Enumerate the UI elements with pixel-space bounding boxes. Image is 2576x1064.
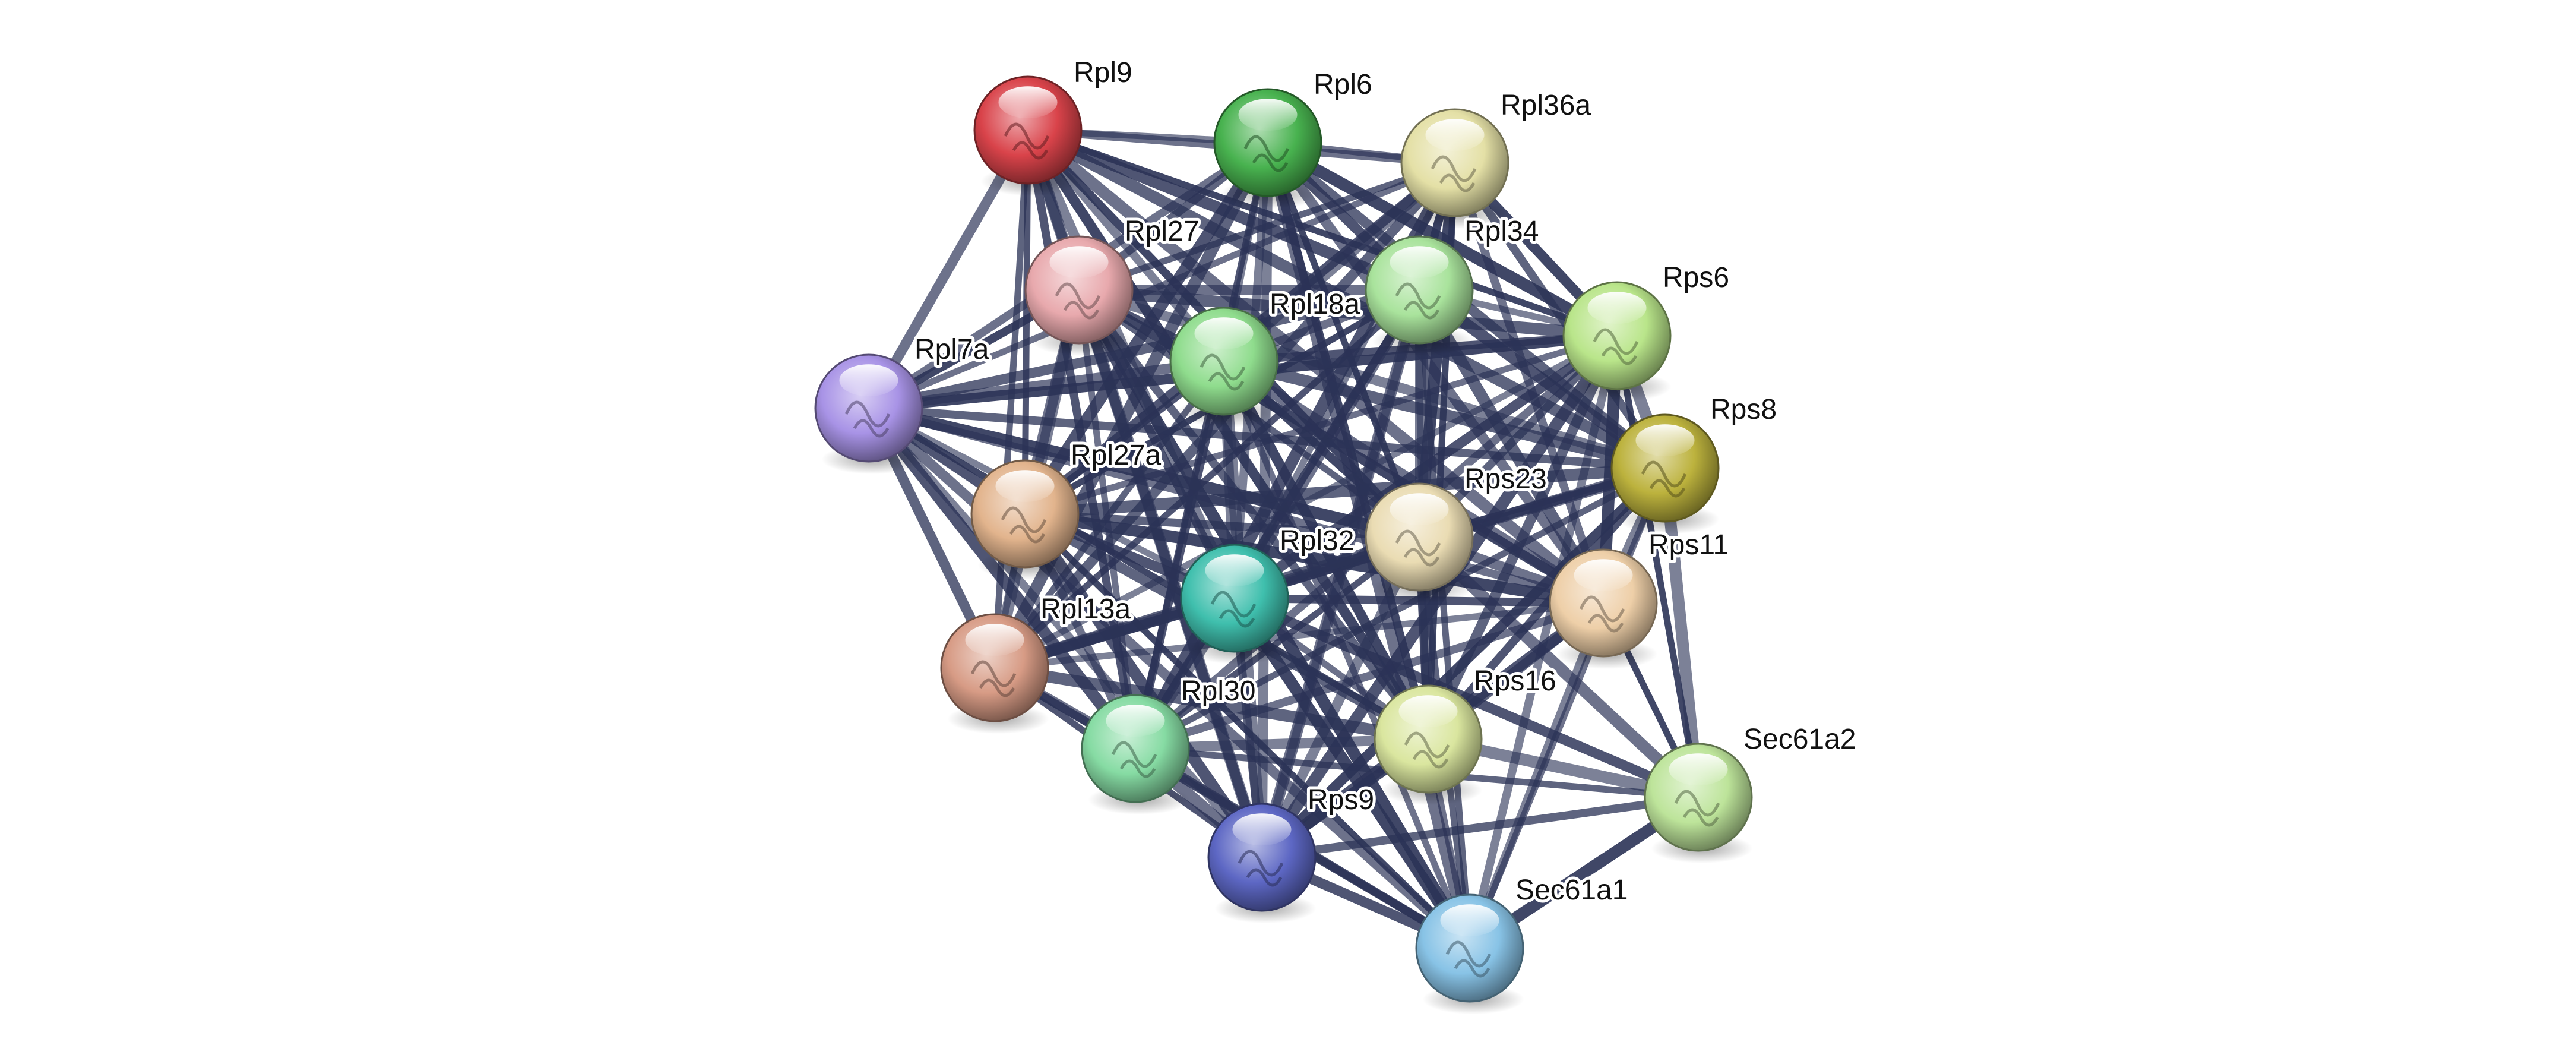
node-highlight: [1194, 317, 1254, 350]
node-rps8[interactable]: [1610, 413, 1720, 535]
node-highlight: [1574, 559, 1633, 592]
node-label-sec61a2: Sec61a2: [1743, 724, 1856, 755]
node-rpl13a[interactable]: [940, 613, 1049, 734]
structure-thumbnail-icon: [1579, 595, 1625, 633]
node-rpl36a[interactable]: [1400, 108, 1509, 229]
structure-thumbnail-icon: [1055, 282, 1101, 320]
node-rps11[interactable]: [1549, 548, 1658, 670]
structure-thumbnail-icon: [1641, 460, 1687, 498]
node-sec61a2[interactable]: [1644, 743, 1753, 864]
edge-rps8-rpl27a: [1019, 462, 1671, 520]
node-sec61a1[interactable]: [1415, 893, 1524, 1015]
node-rpl7a[interactable]: [814, 353, 923, 475]
edge-rpl18a-rps8: [1218, 355, 1671, 474]
node-label-rps6: Rps6: [1663, 262, 1729, 293]
node-rpl6[interactable]: [1213, 88, 1322, 209]
node-highlight: [1669, 753, 1728, 786]
node-label-rps16: Rps16: [1474, 665, 1556, 697]
node-label-rpl32: Rpl32: [1280, 525, 1354, 557]
node-label-sec61a1: Sec61a1: [1515, 874, 1628, 906]
edge-rpl34-rpl7a: [863, 285, 1425, 413]
node-highlight: [1232, 813, 1292, 846]
edge-rpl6-rpl13a: [989, 137, 1274, 674]
node-highlight: [1635, 424, 1695, 457]
structure-thumbnail-icon: [1674, 790, 1720, 827]
node-label-rpl6: Rpl6: [1314, 69, 1372, 100]
node-label-rpl27: Rpl27: [1125, 216, 1199, 247]
nodes-layer: [814, 75, 1753, 1015]
edge-rpl7a-sec61a1: [863, 403, 1475, 954]
labels-layer: Rpl9 Rpl6 Rpl36a Rpl27 Rpl34 Rps6 Rpl18a Rpl7a R…: [912, 54, 1859, 909]
node-label-rpl30: Rpl30: [1181, 675, 1255, 707]
edge-rpl7a-rps11: [865, 404, 1607, 607]
structure-thumbnail-icon: [1395, 282, 1441, 320]
node-label-rpl9: Rpl9: [1074, 57, 1132, 89]
edge-rpl9-rps6: [1024, 127, 1621, 339]
node-rps23[interactable]: [1365, 482, 1474, 604]
node-highlight: [839, 364, 898, 397]
structure-thumbnail-icon: [1431, 155, 1477, 192]
node-label-rpl13a: Rpl13a: [1040, 593, 1131, 625]
edge-rpl18a-sec61a1: [1220, 358, 1473, 952]
edge-rpl13a-rps16: [989, 662, 1434, 745]
node-rpl34[interactable]: [1365, 235, 1474, 356]
edge-rps9-sec61a2: [1258, 793, 1702, 861]
node-highlight: [1238, 99, 1298, 131]
node-label-rps8: Rps8: [1710, 394, 1777, 425]
structure-thumbnail-icon: [844, 400, 891, 438]
node-highlight: [1205, 554, 1264, 587]
node-label-rpl27a: Rpl27a: [1071, 440, 1161, 471]
node-rps6[interactable]: [1562, 281, 1672, 402]
structure-thumbnail-icon: [1445, 940, 1492, 978]
node-label-rpl36a: Rpl36a: [1501, 90, 1591, 121]
node-highlight: [965, 624, 1024, 656]
node-label-rps9: Rps9: [1308, 784, 1374, 816]
node-label-rpl34: Rpl34: [1464, 216, 1539, 247]
structure-thumbnail-icon: [1404, 731, 1450, 769]
node-highlight: [1106, 705, 1165, 737]
node-rpl32[interactable]: [1180, 544, 1289, 665]
structure-thumbnail-icon: [1395, 529, 1441, 567]
edge-rpl27a-rps11: [1019, 508, 1609, 609]
node-highlight: [1425, 119, 1485, 151]
structure-thumbnail-icon: [1210, 591, 1257, 628]
edge-rps11-rpl30: [1131, 599, 1607, 753]
node-highlight: [1049, 246, 1109, 279]
node-label-rpl7a: Rpl7a: [914, 334, 989, 365]
structure-thumbnail-icon: [1111, 741, 1157, 778]
structure-thumbnail-icon: [1004, 122, 1050, 160]
node-highlight: [1398, 695, 1458, 728]
node-rpl18a[interactable]: [1169, 307, 1278, 428]
node-rpl27a[interactable]: [970, 459, 1080, 580]
structure-thumbnail-icon: [970, 660, 1017, 697]
node-label-rps23: Rps23: [1464, 463, 1547, 495]
node-highlight: [1390, 493, 1449, 526]
edge-rpl27a-rps23: [1021, 510, 1423, 541]
node-rpl30[interactable]: [1081, 694, 1190, 815]
edge-rpl7a-rps8: [865, 404, 1669, 472]
node-rps9[interactable]: [1207, 803, 1317, 924]
structure-thumbnail-icon: [1593, 328, 1639, 365]
structure-thumbnail-icon: [1001, 506, 1047, 544]
edge-rps8-rps9: [1257, 463, 1670, 863]
node-highlight: [1587, 292, 1647, 324]
node-highlight: [1440, 904, 1499, 937]
node-highlight: [995, 470, 1055, 503]
node-label-rps11: Rps11: [1648, 529, 1729, 561]
structure-thumbnail-icon: [1200, 353, 1246, 391]
edge-rps11-rpl13a: [991, 599, 1607, 671]
node-rps16[interactable]: [1374, 684, 1483, 806]
node-label-rpl18a: Rpl18a: [1270, 289, 1360, 320]
node-rpl27[interactable]: [1024, 235, 1134, 356]
node-highlight: [998, 86, 1058, 119]
structure-thumbnail-icon: [1243, 135, 1290, 172]
edge-rpl36a-rpl27: [1075, 159, 1458, 293]
node-highlight: [1390, 246, 1449, 279]
structure-thumbnail-icon: [1238, 850, 1284, 887]
node-rpl9[interactable]: [973, 75, 1083, 197]
edge-rpl18a-rpl7a: [863, 356, 1229, 413]
